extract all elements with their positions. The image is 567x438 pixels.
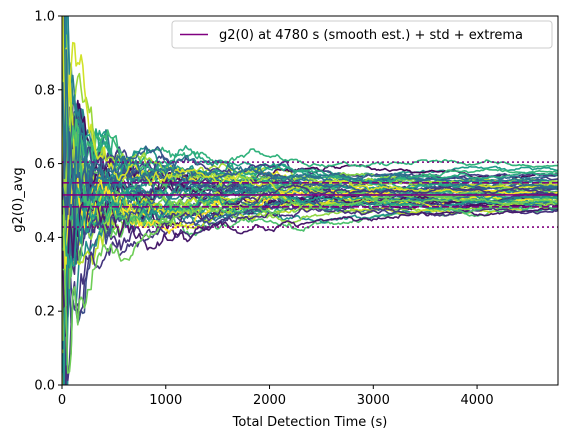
x-tick-label: 1000: [149, 393, 182, 408]
trace-group: [62, 16, 558, 385]
data-trace: [62, 16, 558, 212]
data-trace: [62, 72, 558, 341]
data-trace: [62, 131, 558, 221]
reference-lines: [62, 161, 558, 228]
legend-box: [171, 20, 553, 49]
x-tick-label: 4000: [461, 393, 494, 408]
x-tick-label: 3000: [357, 393, 390, 408]
y-tick-label: 0.8: [34, 83, 55, 98]
data-trace: [62, 198, 558, 338]
y-tick-label: 1.0: [34, 10, 55, 25]
y-tick-label: 0.0: [34, 379, 55, 394]
y-axis: 0.0 0.2 0.4 0.6 0.8 1.0: [34, 10, 62, 394]
y-axis-label: g2(0)_avg: [11, 167, 26, 232]
data-trace: [62, 197, 558, 374]
data-trace: [62, 145, 558, 257]
y-tick-label: 0.6: [34, 157, 55, 172]
x-axis-label: Total Detection Time (s): [232, 415, 388, 430]
x-tick-label: 0: [58, 393, 66, 408]
data-trace: [65, 184, 558, 385]
data-trace: [62, 142, 558, 326]
x-tick-label: 2000: [253, 393, 286, 408]
data-trace: [62, 49, 558, 208]
legend-label: g2(0) at 4780 s (smooth est.) + std + ex…: [219, 28, 523, 43]
legend: g2(0) at 4780 s (smooth est.) + std + ex…: [171, 20, 553, 49]
y-tick-label: 0.4: [34, 231, 55, 246]
y-tick-label: 0.2: [34, 305, 55, 320]
data-trace: [62, 184, 558, 290]
plot-frame: [61, 15, 559, 386]
x-axis: 0 1000 2000 3000 4000: [58, 385, 494, 408]
data-trace: [62, 79, 558, 225]
